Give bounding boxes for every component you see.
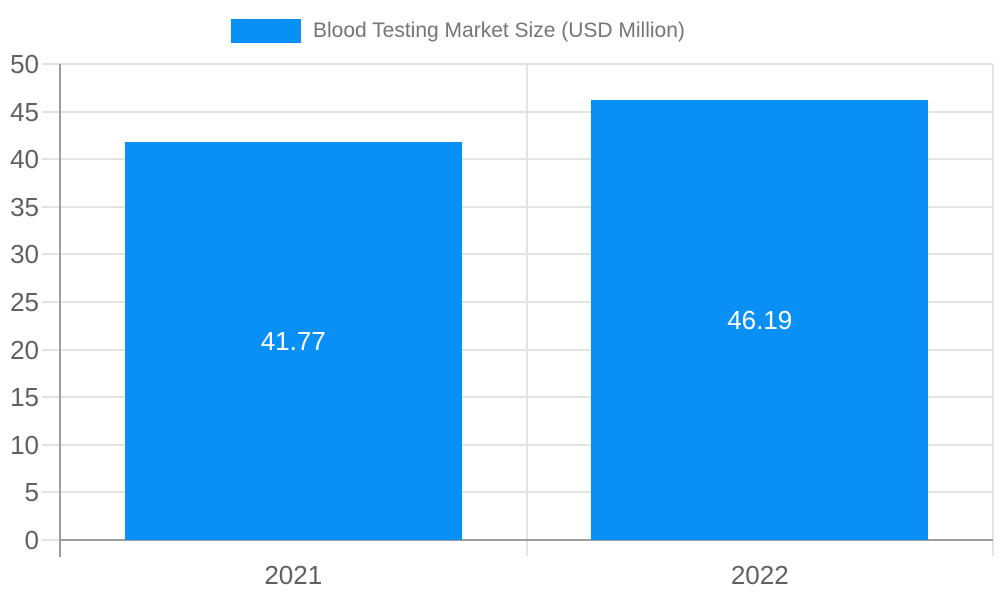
v-gridline	[525, 64, 528, 556]
y-tick-label: 25	[10, 287, 39, 317]
y-tick-label: 50	[10, 49, 39, 79]
bar-value-label: 41.77	[260, 326, 326, 357]
y-tick	[42, 539, 60, 541]
y-tick-label: 0	[24, 525, 39, 555]
y-axis-line	[59, 64, 61, 557]
y-tick	[42, 205, 60, 208]
bar[interactable]	[124, 142, 462, 540]
x-axis-line	[60, 539, 993, 541]
y-tick	[42, 158, 60, 161]
y-tick	[42, 443, 60, 446]
y-tick-label: 30	[10, 239, 39, 270]
y-tick	[42, 110, 60, 113]
x-tick-label: 2021	[264, 560, 323, 590]
legend-swatch	[231, 19, 301, 43]
y-tick	[42, 396, 60, 399]
y-tick-label: 5	[24, 477, 39, 508]
y-tick-label: 15	[10, 382, 39, 413]
legend[interactable]: Blood Testing Market Size (USD Million)	[231, 16, 685, 46]
v-gridline	[992, 64, 994, 556]
y-tick-label: 10	[10, 429, 39, 460]
y-tick	[42, 63, 60, 65]
y-tick	[42, 253, 60, 256]
y-tick-label: 35	[10, 191, 39, 222]
x-tick-label: 2022	[730, 560, 789, 590]
y-tick-label: 40	[10, 144, 39, 175]
y-tick	[42, 348, 60, 351]
bar-value-label: 46.19	[727, 305, 793, 336]
y-tick	[42, 301, 60, 303]
y-tick-label: 20	[10, 334, 39, 365]
bar[interactable]	[591, 100, 929, 540]
y-tick-label: 45	[10, 96, 39, 127]
y-tick	[42, 491, 60, 494]
legend-label: Blood Testing Market Size (USD Million)	[313, 19, 685, 42]
